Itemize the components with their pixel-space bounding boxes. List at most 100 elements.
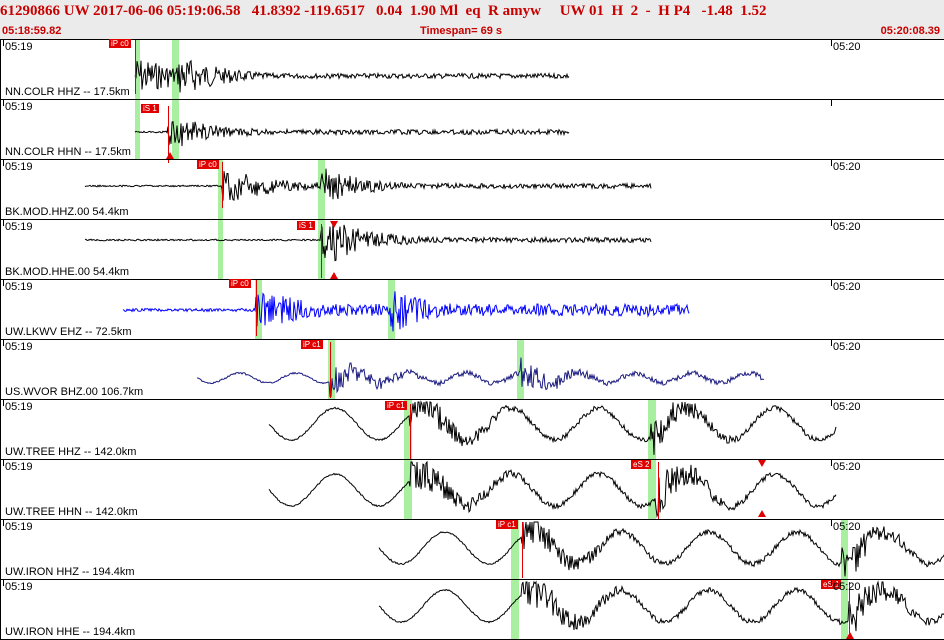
time-tick-label-left: 05:19 (5, 221, 33, 233)
minute-tick-mark (3, 100, 4, 106)
arrival-triangle-down-icon (758, 460, 766, 467)
waveform-panels[interactable]: iP c0 05:19 05:20 NN.COLR HHZ -- 17.5km iS 1… (0, 39, 944, 640)
minute-tick-mark (831, 220, 832, 226)
panel-divider (1, 519, 944, 520)
waveform-panel[interactable]: iS 1 05:19 NN.COLR HHN -- 17.5km (0, 100, 944, 163)
time-tick-label-right: 05:20 (833, 461, 861, 473)
pick-marker-line[interactable] (522, 522, 523, 578)
panel-divider (1, 219, 944, 220)
minute-tick-mark (3, 160, 4, 166)
trace-line (268, 400, 837, 455)
minute-tick-mark (831, 40, 832, 46)
time-tick-label-right: 05:20 (833, 161, 861, 173)
channel-label: UW.IRON HHE -- 194.4km (5, 626, 136, 638)
phase-pick-tag[interactable]: iP c1 (385, 401, 407, 410)
pick-window-band (388, 280, 395, 339)
minute-tick-mark (3, 580, 4, 586)
pick-marker-line[interactable] (256, 280, 257, 336)
minute-tick-mark (831, 100, 832, 106)
waveform-panel[interactable]: iS 1 05:19 05:20 BK.MOD.HHE.00 54.4km (0, 220, 944, 280)
pick-window-band (135, 40, 140, 99)
trace-line (378, 521, 944, 577)
panel-divider (1, 339, 944, 340)
trace-line (84, 221, 652, 262)
waveform-panel[interactable]: iP c1 05:19 05:20 UW.TREE HHZ -- 142.0km (0, 400, 944, 460)
pick-window-band (172, 100, 179, 159)
waveform-panel[interactable]: eS 2 05:19 05:20 UW.TREE HHN -- 142.0km (0, 460, 944, 520)
waveform-panel[interactable]: iP c0 05:19 05:20 UW.LKWV EHZ -- 72.5km (0, 279, 944, 340)
panel-divider (1, 399, 944, 400)
pick-marker-line[interactable] (135, 40, 136, 94)
pick-window-band (511, 580, 519, 639)
phase-pick-tag[interactable]: eS 2 (631, 460, 652, 469)
seismogram-trace (84, 221, 652, 262)
time-tick-label-left: 05:19 (5, 461, 33, 473)
channel-label: NN.COLR HHZ -- 17.5km (5, 86, 130, 98)
arrival-triangle-up-icon (758, 510, 766, 517)
panel-divider (1, 579, 944, 580)
pick-window-band (511, 520, 519, 579)
panel-divider (1, 459, 944, 460)
minute-tick-mark (831, 160, 832, 166)
pick-marker-line[interactable] (168, 106, 169, 163)
trace-line (378, 580, 944, 632)
waveform-panel[interactable]: iP c1 05:19 05:20 US.WVOR BHZ.00 106.7km (0, 340, 944, 400)
minute-tick-mark (831, 280, 832, 286)
seismogram-trace (134, 59, 570, 93)
minute-tick-mark (831, 400, 832, 406)
waveform-panel[interactable]: iP c0 05:19 05:20 BK.MOD.HHZ.00 54.4km (0, 160, 944, 220)
pick-window-band (328, 340, 335, 399)
phase-pick-tag[interactable]: iS 1 (297, 221, 315, 230)
time-tick-label-right: 05:20 (833, 221, 861, 233)
pick-window-band (841, 520, 848, 579)
phase-pick-tag[interactable]: iP c0 (229, 279, 251, 288)
event-summary-line: 61290866 UW 2017-06-06 05:19:06.58 41.83… (0, 3, 767, 19)
seismogram-trace (268, 460, 837, 518)
pick-marker-line[interactable] (222, 162, 223, 208)
seismogram-trace (196, 357, 765, 397)
channel-label: UW.TREE HHZ -- 142.0km (5, 446, 137, 458)
channel-label: UW.LKWV EHZ -- 72.5km (5, 326, 132, 338)
pick-marker-line[interactable] (410, 404, 411, 459)
pick-marker-line[interactable] (330, 342, 331, 398)
seismogram-trace (84, 168, 652, 201)
pick-window-band (318, 160, 325, 219)
pick-window-band (648, 460, 656, 519)
pick-marker-line[interactable] (849, 582, 850, 638)
minute-tick-mark (831, 460, 832, 466)
channel-label: NN.COLR HHN -- 17.5km (5, 146, 131, 158)
minute-tick-mark (3, 520, 4, 526)
seismogram-trace (378, 580, 944, 632)
phase-pick-tag[interactable]: iS 1 (141, 104, 159, 113)
waveform-panel[interactable]: iP c0 05:19 05:20 NN.COLR HHZ -- 17.5km (0, 39, 944, 100)
pick-window-band (218, 160, 223, 219)
arrival-triangle-down-icon (330, 221, 338, 228)
panel-divider (1, 279, 944, 280)
trace-line (268, 460, 837, 518)
channel-label: US.WVOR BHZ.00 106.7km (5, 386, 144, 398)
trace-line (84, 168, 652, 201)
pick-window-band (404, 400, 412, 459)
minute-tick-mark (831, 340, 832, 346)
channel-label: BK.MOD.HHZ.00 54.4km (5, 206, 129, 218)
phase-pick-tag[interactable]: iP c1 (301, 340, 323, 349)
time-tick-label-right: 05:20 (833, 401, 861, 413)
time-tick-label-left: 05:19 (5, 161, 33, 173)
phase-pick-tag[interactable]: iP c1 (496, 520, 518, 529)
time-tick-label-right: 05:20 (833, 581, 861, 593)
minute-tick-mark (3, 340, 4, 346)
waveform-panel[interactable]: eS 1 05:19 05:20 UW.IRON HHE -- 194.4km (0, 580, 944, 640)
time-tick-label-left: 05:19 (5, 521, 33, 533)
phase-pick-tag[interactable]: iP c0 (109, 39, 131, 48)
panel-divider (1, 159, 944, 160)
pick-marker-line[interactable] (658, 462, 659, 519)
waveform-panel[interactable]: iP c1 05:19 05:20 UW.IRON HHZ -- 194.4km (0, 520, 944, 580)
pick-marker-line[interactable] (321, 224, 322, 278)
phase-pick-tag[interactable]: iP c0 (197, 160, 219, 169)
header-divider (0, 39, 944, 40)
minute-tick-mark (831, 520, 832, 526)
seismogram-trace (378, 521, 944, 577)
trace-line (134, 120, 570, 147)
panel-divider (1, 99, 944, 100)
time-tick-label-right: 05:20 (833, 521, 861, 533)
